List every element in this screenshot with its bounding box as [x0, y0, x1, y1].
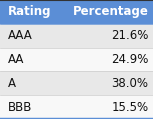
Text: 24.9%: 24.9%: [111, 53, 148, 66]
Text: 15.5%: 15.5%: [111, 101, 148, 114]
Bar: [0, 24, 153, 48]
Text: 21.6%: 21.6%: [111, 29, 148, 42]
Bar: [0, 0, 153, 24]
Bar: [0, 48, 153, 71]
Text: A: A: [8, 77, 16, 90]
Text: Rating: Rating: [8, 5, 51, 18]
Text: 38.0%: 38.0%: [111, 77, 148, 90]
Text: BBB: BBB: [8, 101, 32, 114]
Bar: [0, 71, 153, 95]
Text: Percentage: Percentage: [73, 5, 148, 18]
Bar: [0, 95, 153, 119]
Text: AAA: AAA: [8, 29, 32, 42]
Text: AA: AA: [8, 53, 24, 66]
